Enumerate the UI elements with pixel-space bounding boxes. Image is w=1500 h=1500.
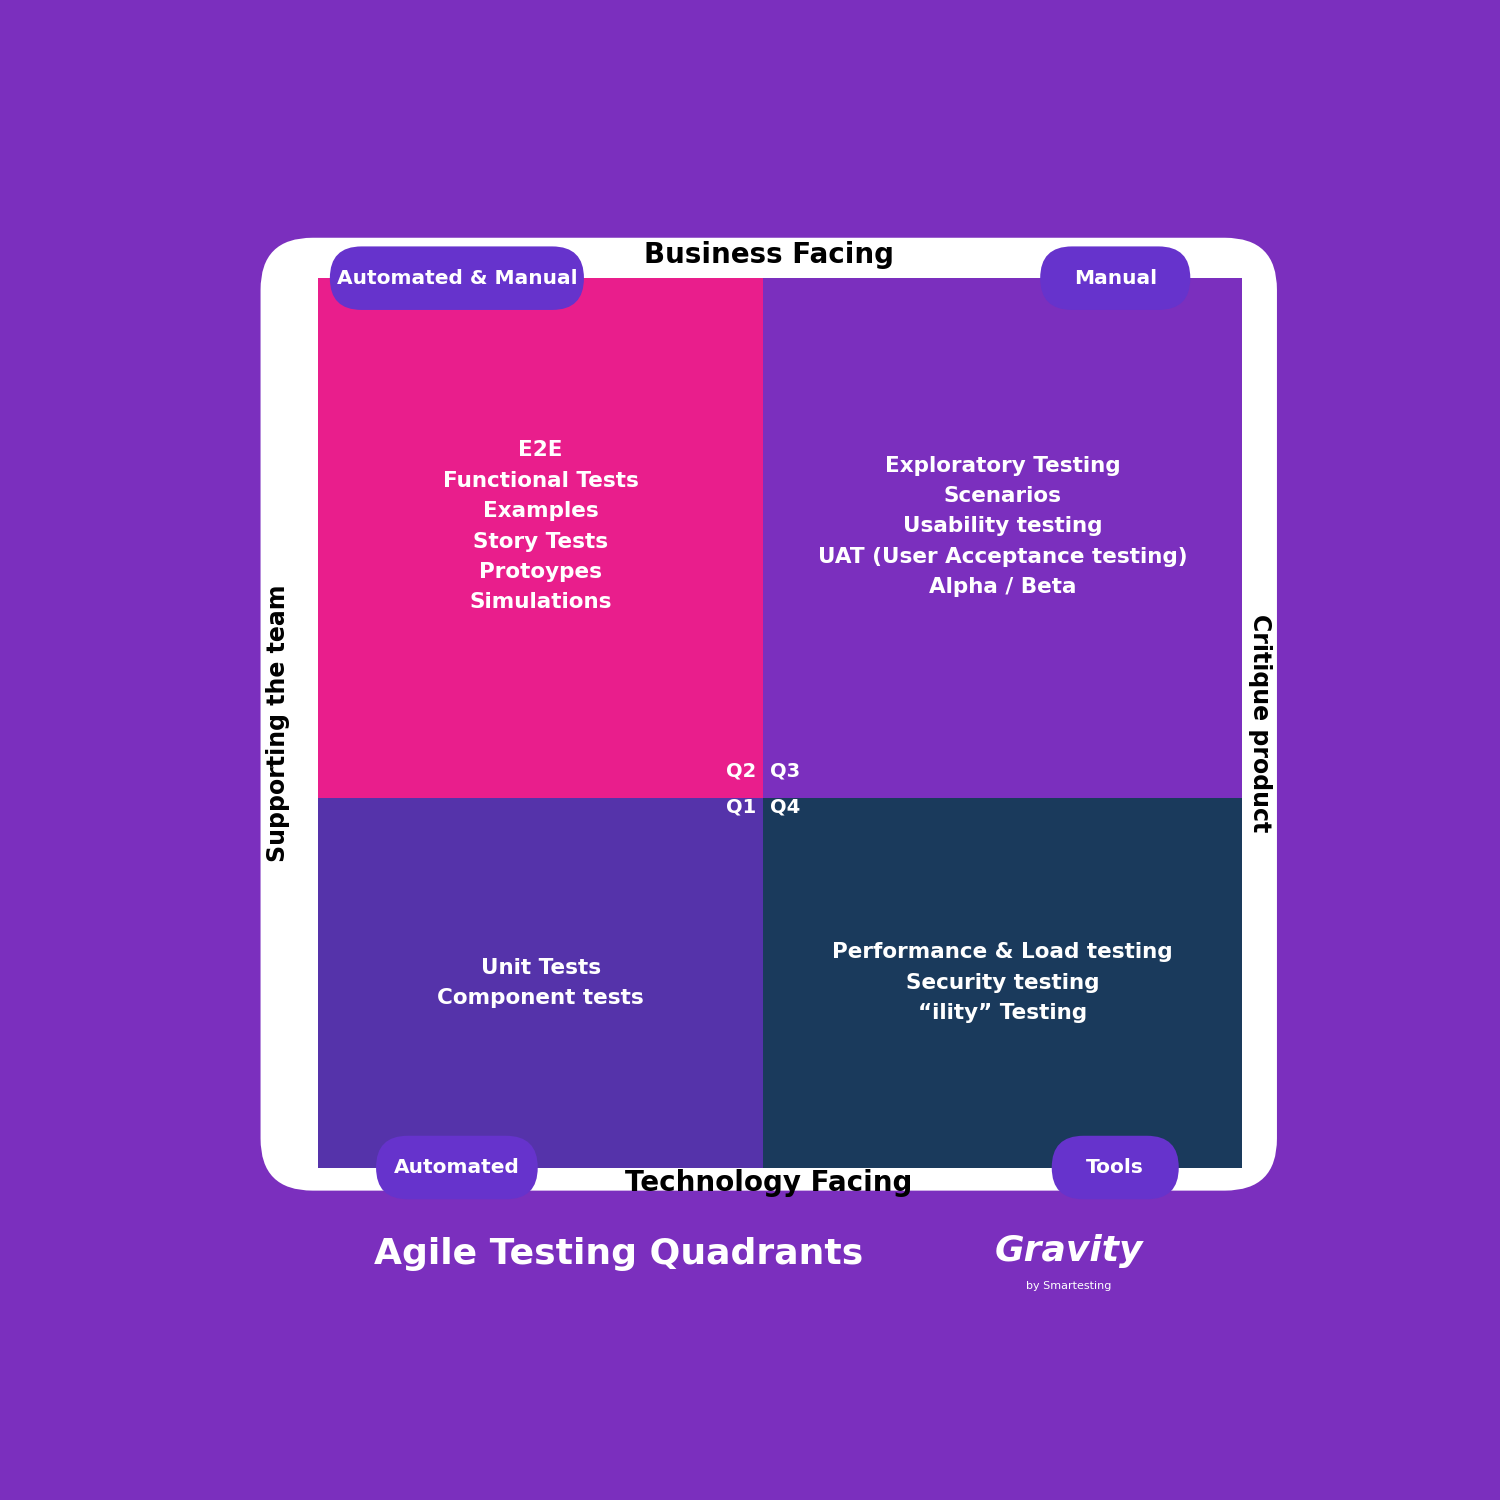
Bar bbox=[318, 798, 764, 1167]
Text: Manual: Manual bbox=[1074, 268, 1156, 288]
FancyBboxPatch shape bbox=[330, 246, 584, 310]
Text: Q2: Q2 bbox=[726, 762, 756, 780]
Text: Critique product: Critique product bbox=[1248, 614, 1272, 833]
Bar bbox=[318, 278, 764, 798]
Text: by Smartesting: by Smartesting bbox=[1026, 1281, 1112, 1292]
Text: Agile Testing Quadrants: Agile Testing Quadrants bbox=[374, 1238, 862, 1270]
Text: Business Facing: Business Facing bbox=[644, 242, 894, 268]
Bar bbox=[764, 278, 1242, 798]
FancyBboxPatch shape bbox=[1052, 1136, 1179, 1200]
Bar bbox=[764, 798, 1242, 1167]
Text: Technology Facing: Technology Facing bbox=[626, 1168, 912, 1197]
Text: Automated: Automated bbox=[394, 1158, 520, 1178]
Text: Q1: Q1 bbox=[726, 798, 756, 818]
Text: Gravity: Gravity bbox=[994, 1233, 1143, 1268]
FancyBboxPatch shape bbox=[261, 237, 1276, 1191]
Text: Exploratory Testing
Scenarios
Usability testing
UAT (User Acceptance testing)
Al: Exploratory Testing Scenarios Usability … bbox=[818, 456, 1188, 597]
Text: E2E
Functional Tests
Examples
Story Tests
Protoypes
Simulations: E2E Functional Tests Examples Story Test… bbox=[442, 441, 639, 612]
FancyBboxPatch shape bbox=[376, 1136, 537, 1200]
Text: Q4: Q4 bbox=[770, 798, 800, 818]
Text: Q3: Q3 bbox=[770, 762, 800, 780]
Text: Tools: Tools bbox=[1086, 1158, 1144, 1178]
Text: Supporting the team: Supporting the team bbox=[266, 584, 290, 861]
Text: Performance & Load testing
Security testing
“ility” Testing: Performance & Load testing Security test… bbox=[833, 942, 1173, 1023]
Text: Unit Tests
Component tests: Unit Tests Component tests bbox=[438, 957, 644, 1008]
FancyBboxPatch shape bbox=[1040, 246, 1191, 310]
Text: Automated & Manual: Automated & Manual bbox=[336, 268, 578, 288]
